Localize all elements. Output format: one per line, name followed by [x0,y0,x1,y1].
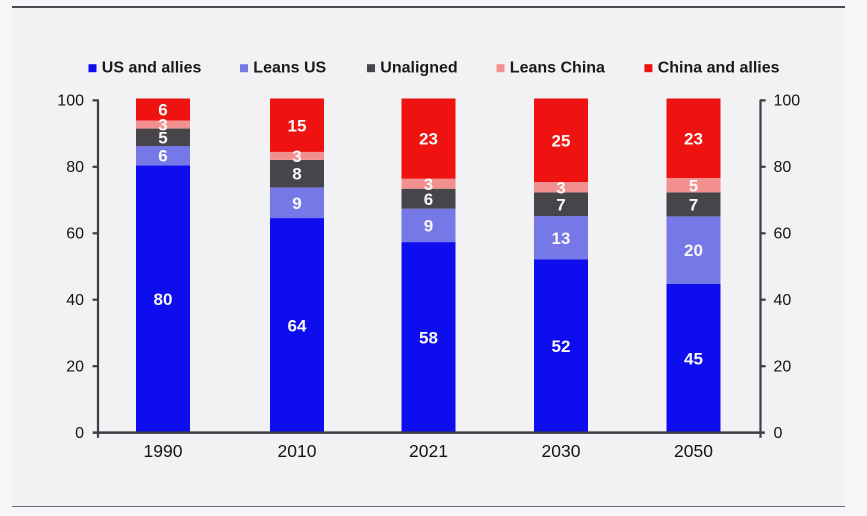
svg-text:15: 15 [288,116,307,135]
svg-text:58: 58 [419,328,438,347]
svg-text:45: 45 [684,349,703,368]
svg-text:3: 3 [292,147,301,166]
svg-text:80: 80 [774,159,792,176]
svg-text:80: 80 [66,159,84,176]
svg-text:6: 6 [158,101,167,120]
svg-text:9: 9 [292,194,301,213]
svg-text:6: 6 [158,147,167,166]
svg-text:64: 64 [288,316,307,335]
svg-text:52: 52 [552,337,571,356]
svg-text:13: 13 [552,229,571,248]
svg-text:7: 7 [556,195,565,214]
svg-text:6: 6 [424,190,433,209]
svg-text:2010: 2010 [278,441,317,461]
svg-text:2050: 2050 [674,441,713,461]
svg-text:23: 23 [684,129,703,148]
svg-text:Leans US: Leans US [253,60,326,77]
svg-text:US and allies: US and allies [102,60,202,77]
svg-text:8: 8 [292,165,301,184]
svg-text:25: 25 [552,131,571,150]
svg-text:40: 40 [66,292,84,309]
svg-text:7: 7 [689,196,698,215]
svg-text:3: 3 [556,178,565,197]
svg-text:5: 5 [689,176,698,195]
svg-text:60: 60 [66,226,84,243]
svg-text:9: 9 [424,217,433,236]
svg-text:3: 3 [424,175,433,194]
svg-text:2021: 2021 [409,441,448,461]
svg-text:100: 100 [774,93,801,110]
svg-text:0: 0 [75,425,84,442]
svg-text:60: 60 [774,226,792,243]
svg-text:0: 0 [774,425,783,442]
svg-text:Unaligned: Unaligned [380,60,457,77]
svg-text:40: 40 [774,292,792,309]
svg-text:20: 20 [684,241,703,260]
svg-text:Leans China: Leans China [510,60,605,77]
svg-text:20: 20 [774,358,792,375]
svg-text:100: 100 [57,93,84,110]
svg-text:23: 23 [419,130,438,149]
svg-text:80: 80 [154,290,173,309]
svg-text:5: 5 [158,128,167,147]
svg-text:20: 20 [66,358,84,375]
svg-text:China and allies: China and allies [658,60,780,77]
svg-text:2030: 2030 [542,441,581,461]
svg-text:1990: 1990 [144,441,183,461]
svg-text:3: 3 [158,116,167,135]
